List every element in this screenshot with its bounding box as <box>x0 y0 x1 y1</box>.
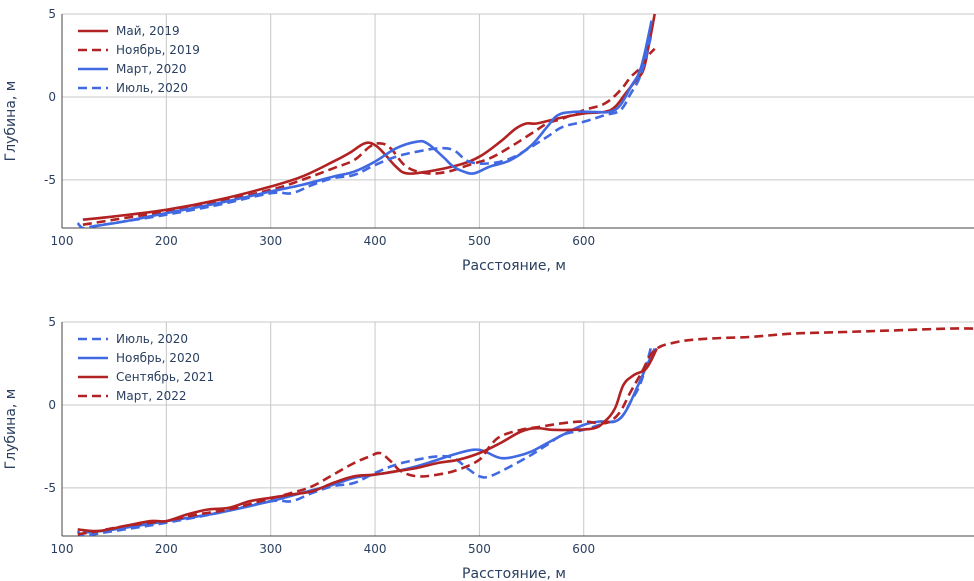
x-tick-label: 600 <box>572 234 595 248</box>
y-tick-label: -5 <box>44 481 56 495</box>
y-axis-title: Глубина, м <box>3 389 19 470</box>
legend-label-4: Март, 2022 <box>116 389 186 403</box>
x-tick-label: 100 <box>51 542 74 556</box>
legend-label-1: Июль, 2020 <box>116 332 188 346</box>
series-line-4 <box>77 327 974 536</box>
x-tick-label: 300 <box>259 542 282 556</box>
legend: Июль, 2020 Ноябрь, 2020 Сентябрь, 2021 Март… <box>78 332 214 403</box>
x-tick-label: 500 <box>468 234 491 248</box>
series-lines <box>76 327 974 536</box>
x-tick-label: 200 <box>155 542 178 556</box>
legend-label-4: Июль, 2020 <box>116 81 188 95</box>
x-tick-label: 600 <box>572 542 595 556</box>
y-tick-label: 0 <box>48 90 56 104</box>
x-axis-title: Расстояние, м <box>462 258 566 274</box>
legend-label-2: Ноябрь, 2020 <box>116 351 200 365</box>
y-axis-title: Глубина, м <box>3 81 19 162</box>
series-line-3 <box>93 20 653 228</box>
x-tick-label: 400 <box>364 234 387 248</box>
y-tick-label: 0 <box>48 398 56 412</box>
y-tick-label: 5 <box>48 315 56 329</box>
legend-label-1: Май, 2019 <box>116 24 180 38</box>
series-line-4 <box>76 33 653 228</box>
x-axis-title: Расстояние, м <box>462 566 566 581</box>
x-tick-label: 500 <box>468 542 491 556</box>
x-tick-label: 300 <box>259 234 282 248</box>
series-line-2 <box>82 47 656 226</box>
legend-label-2: Ноябрь, 2019 <box>116 43 200 57</box>
legend-label-3: Сентябрь, 2021 <box>116 370 214 384</box>
x-tick-label: 200 <box>155 234 178 248</box>
y-tick-label: 5 <box>48 7 56 21</box>
series-lines <box>76 13 656 228</box>
chart-panel-2: 100 200 300 400 500 600 -5 0 5 Расстояние, м Глуби… <box>3 315 974 581</box>
series-line-1 <box>82 13 656 221</box>
series-line-2 <box>82 347 656 534</box>
chart-panel-1: 100 200 300 400 500 600 -5 0 5 Расстояние, м Глуби… <box>3 7 974 274</box>
legend-label-3: Март, 2020 <box>116 62 186 76</box>
legend: Май, 2019 Ноябрь, 2019 Март, 2020 Июль, 202… <box>78 24 200 95</box>
x-tick-label: 100 <box>51 234 74 248</box>
x-tick-label: 400 <box>364 542 387 556</box>
y-tick-label: -5 <box>44 173 56 187</box>
